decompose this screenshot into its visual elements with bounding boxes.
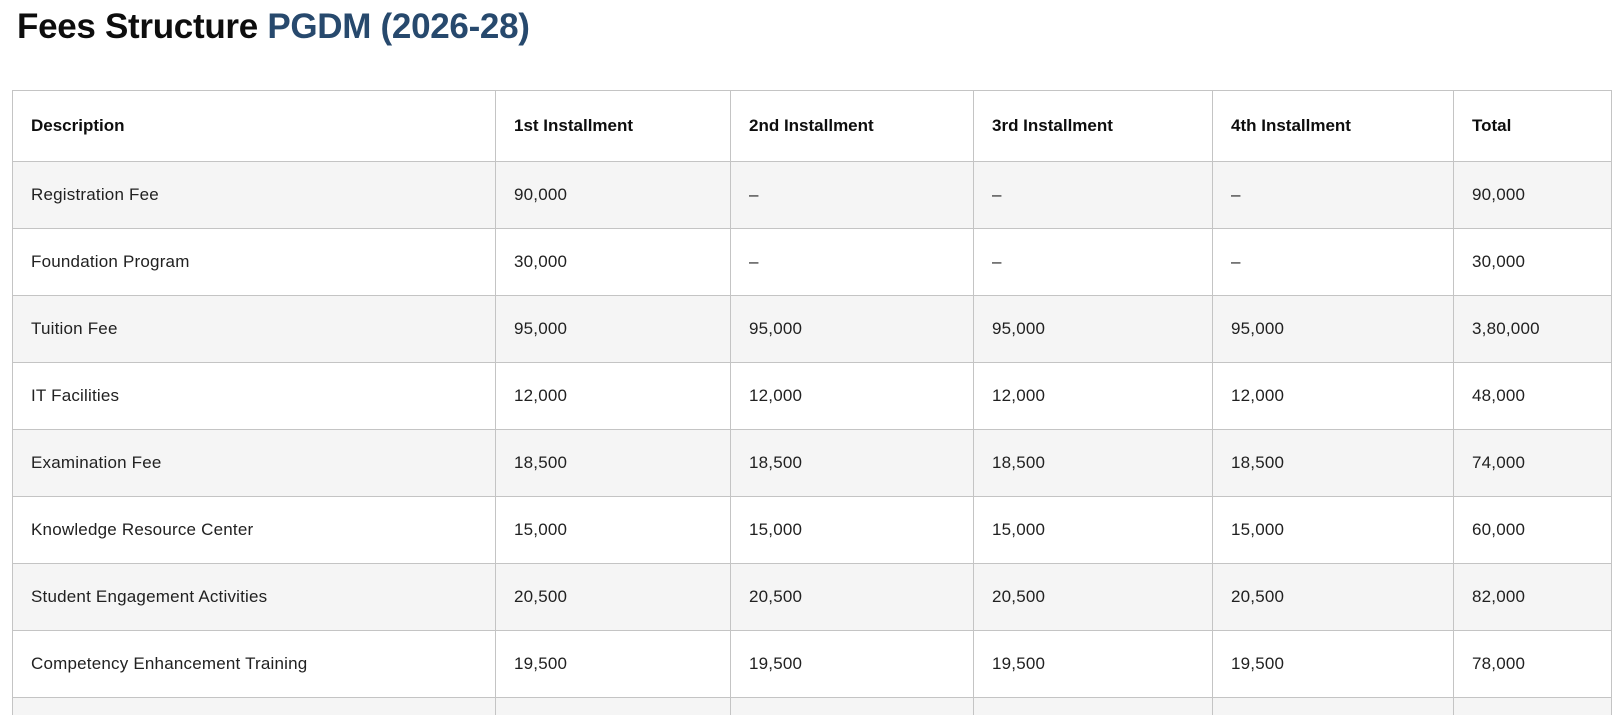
cell-inst1: 95,000 bbox=[495, 295, 731, 363]
cell-total: 82,000 bbox=[1453, 563, 1612, 631]
page-title-main: Fees Structure bbox=[17, 7, 258, 46]
cell-inst1: 19,500 bbox=[495, 630, 731, 698]
cell-inst1 bbox=[495, 697, 731, 715]
cell-total: 78,000 bbox=[1453, 630, 1612, 698]
cell-inst4 bbox=[1212, 697, 1454, 715]
cell-inst4: – bbox=[1212, 161, 1454, 229]
fees-table: Description 1st Installment 2nd Installm… bbox=[12, 90, 1612, 715]
table-row: Student Engagement Activities 20,500 20,… bbox=[12, 563, 1612, 631]
cell-inst1: 90,000 bbox=[495, 161, 731, 229]
cell-inst4: 18,500 bbox=[1212, 429, 1454, 497]
cell-description: Examination Fee bbox=[12, 429, 496, 497]
cell-description: IT Facilities bbox=[12, 362, 496, 430]
cell-inst3: 20,500 bbox=[973, 563, 1213, 631]
cell-description bbox=[12, 697, 496, 715]
column-header-total: Total bbox=[1453, 90, 1612, 162]
page-title: Fees Structure PGDM (2026-28) bbox=[17, 6, 1621, 48]
cell-inst4: – bbox=[1212, 228, 1454, 296]
cell-inst1: 20,500 bbox=[495, 563, 731, 631]
cell-inst4: 12,000 bbox=[1212, 362, 1454, 430]
cell-inst1: 12,000 bbox=[495, 362, 731, 430]
cell-total: 90,000 bbox=[1453, 161, 1612, 229]
cell-inst3: 95,000 bbox=[973, 295, 1213, 363]
cell-inst2 bbox=[730, 697, 974, 715]
table-row: Registration Fee 90,000 – – – 90,000 bbox=[12, 161, 1612, 229]
cell-inst2: 12,000 bbox=[730, 362, 974, 430]
cell-inst2: – bbox=[730, 228, 974, 296]
cell-inst3: – bbox=[973, 228, 1213, 296]
cell-description: Competency Enhancement Training bbox=[12, 630, 496, 698]
cell-inst3: – bbox=[973, 161, 1213, 229]
column-header-3rd-installment: 3rd Installment bbox=[973, 90, 1213, 162]
cell-description: Registration Fee bbox=[12, 161, 496, 229]
table-row: Tuition Fee 95,000 95,000 95,000 95,000 … bbox=[12, 295, 1612, 363]
cell-total bbox=[1453, 697, 1612, 715]
column-header-description: Description bbox=[12, 90, 496, 162]
cell-inst4: 20,500 bbox=[1212, 563, 1454, 631]
table-row: Knowledge Resource Center 15,000 15,000 … bbox=[12, 496, 1612, 564]
cell-inst3: 19,500 bbox=[973, 630, 1213, 698]
cell-description: Tuition Fee bbox=[12, 295, 496, 363]
column-header-2nd-installment: 2nd Installment bbox=[730, 90, 974, 162]
page-title-accent: PGDM (2026-28) bbox=[267, 7, 530, 46]
cell-inst4: 95,000 bbox=[1212, 295, 1454, 363]
cell-inst1: 18,500 bbox=[495, 429, 731, 497]
cell-inst4: 19,500 bbox=[1212, 630, 1454, 698]
cell-inst1: 15,000 bbox=[495, 496, 731, 564]
cell-total: 74,000 bbox=[1453, 429, 1612, 497]
cell-inst2: 20,500 bbox=[730, 563, 974, 631]
cell-inst2: 18,500 bbox=[730, 429, 974, 497]
cell-description: Foundation Program bbox=[12, 228, 496, 296]
column-header-4th-installment: 4th Installment bbox=[1212, 90, 1454, 162]
table-row-partial bbox=[12, 697, 1612, 715]
cell-inst2: 95,000 bbox=[730, 295, 974, 363]
cell-inst3: 15,000 bbox=[973, 496, 1213, 564]
cell-total: 3,80,000 bbox=[1453, 295, 1612, 363]
cell-inst3: 12,000 bbox=[973, 362, 1213, 430]
column-header-1st-installment: 1st Installment bbox=[495, 90, 731, 162]
cell-inst4: 15,000 bbox=[1212, 496, 1454, 564]
cell-total: 30,000 bbox=[1453, 228, 1612, 296]
cell-total: 48,000 bbox=[1453, 362, 1612, 430]
table-row: Foundation Program 30,000 – – – 30,000 bbox=[12, 228, 1612, 296]
cell-description: Knowledge Resource Center bbox=[12, 496, 496, 564]
fees-table-body: Registration Fee 90,000 – – – 90,000 Fou… bbox=[12, 161, 1612, 715]
table-row: Competency Enhancement Training 19,500 1… bbox=[12, 630, 1612, 698]
cell-inst1: 30,000 bbox=[495, 228, 731, 296]
cell-total: 60,000 bbox=[1453, 496, 1612, 564]
cell-inst3 bbox=[973, 697, 1213, 715]
cell-description: Student Engagement Activities bbox=[12, 563, 496, 631]
cell-inst3: 18,500 bbox=[973, 429, 1213, 497]
table-row: IT Facilities 12,000 12,000 12,000 12,00… bbox=[12, 362, 1612, 430]
header-row: Description 1st Installment 2nd Installm… bbox=[12, 90, 1612, 162]
fees-table-header: Description 1st Installment 2nd Installm… bbox=[12, 90, 1612, 162]
cell-inst2: 19,500 bbox=[730, 630, 974, 698]
cell-inst2: 15,000 bbox=[730, 496, 974, 564]
table-row: Examination Fee 18,500 18,500 18,500 18,… bbox=[12, 429, 1612, 497]
cell-inst2: – bbox=[730, 161, 974, 229]
